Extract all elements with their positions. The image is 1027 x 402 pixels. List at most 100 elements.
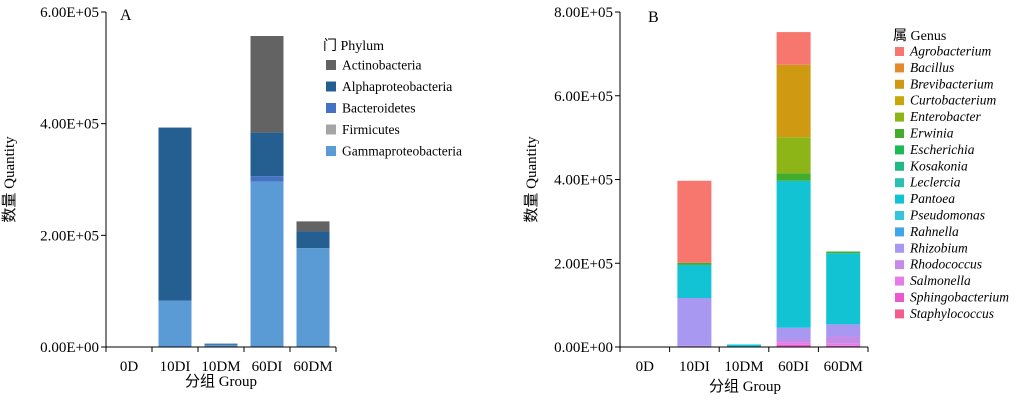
bar-segment bbox=[677, 345, 712, 347]
legend-label: Rhizobium bbox=[909, 240, 968, 255]
legend-swatch bbox=[895, 260, 904, 270]
y-tick-label: 4.00E+05 bbox=[554, 173, 613, 189]
legend-label: Actinobacteria bbox=[342, 58, 421, 73]
x-tick-label: 60DI bbox=[252, 359, 283, 375]
legend-swatch bbox=[895, 161, 904, 171]
panel-label: B bbox=[648, 9, 659, 26]
y-tick-label: 4.00E+05 bbox=[40, 117, 99, 133]
y-tick-label: 0.00E+00 bbox=[554, 340, 613, 356]
legend-label: Rahnella bbox=[909, 224, 959, 239]
legend-label: Erwinia bbox=[909, 126, 954, 141]
legend-label: Escherichia bbox=[909, 142, 975, 157]
bar-segment bbox=[776, 344, 811, 347]
bar-segment bbox=[250, 132, 284, 177]
x-tick-label: 10DM bbox=[201, 359, 240, 375]
legend-label: Agrobacterium bbox=[909, 44, 991, 59]
y-tick-label: 6.00E+05 bbox=[40, 5, 99, 21]
x-tick-label: 60DI bbox=[778, 359, 809, 375]
bar-segment bbox=[204, 344, 238, 347]
x-axis-title: 分组 Group bbox=[709, 378, 781, 395]
legend-swatch bbox=[895, 227, 904, 237]
legend-label: Bacteroidetes bbox=[342, 101, 415, 116]
bar-segment bbox=[776, 327, 811, 340]
bar-segment bbox=[296, 221, 330, 232]
x-tick-label: 60DM bbox=[293, 359, 332, 375]
panel-label: A bbox=[120, 7, 132, 24]
legend-swatch bbox=[326, 146, 336, 156]
bar-segment bbox=[296, 248, 330, 347]
bar-segment bbox=[677, 262, 712, 265]
x-tick-label: 10DI bbox=[160, 359, 191, 375]
bar-segment bbox=[727, 344, 761, 347]
y-tick-label: 2.00E+05 bbox=[40, 228, 99, 244]
legend-swatch bbox=[895, 112, 904, 122]
legend-swatch bbox=[895, 194, 904, 204]
legend-swatch bbox=[895, 309, 904, 319]
bar-segment bbox=[158, 127, 192, 301]
legend-swatch bbox=[895, 63, 904, 73]
bar-segment bbox=[250, 181, 284, 347]
legend-swatch bbox=[895, 211, 904, 220]
legend-label: Gammaproteobacteria bbox=[342, 144, 462, 159]
legend-label: Brevibacterium bbox=[910, 76, 994, 91]
bar-segment bbox=[776, 173, 811, 181]
x-tick-label: 60DM bbox=[824, 359, 863, 375]
legend-swatch bbox=[895, 96, 904, 106]
legend-swatch bbox=[895, 276, 904, 286]
legend-swatch bbox=[326, 60, 336, 70]
chart-panel-a: A 0.00E+00 2.00E+05 4.00E+05 6.00E+05 0D 10DI 1… bbox=[1, 5, 462, 390]
bar-segment bbox=[204, 343, 238, 345]
bar-segment bbox=[296, 231, 330, 249]
legend-label: Rhodococcus bbox=[909, 257, 982, 272]
bar-segment bbox=[677, 298, 712, 346]
legend-label: Staphylococcus bbox=[910, 306, 994, 321]
x-axis-title: 分组 Group bbox=[185, 373, 257, 390]
y-tick-label: 6.00E+05 bbox=[554, 89, 613, 105]
legend-swatch bbox=[895, 47, 904, 56]
x-tick-label: 0D bbox=[636, 359, 655, 375]
y-axis-title: 数量 Quantity bbox=[523, 136, 540, 223]
x-tick-label: 0D bbox=[120, 359, 139, 375]
bar-segment bbox=[158, 300, 192, 347]
legend-label: Pseudomonas bbox=[909, 208, 985, 223]
legend-label: Sphingobacterium bbox=[910, 290, 1009, 305]
bar-segment bbox=[826, 336, 861, 344]
chart-panel-b: B 0.00E+00 2.00E+05 4.00E+05 6.00E+05 8.00E+0… bbox=[523, 5, 1009, 395]
bar-segment bbox=[677, 264, 712, 299]
legend-label: Leclercia bbox=[909, 175, 961, 190]
legend-label: Firmicutes bbox=[342, 122, 400, 137]
bar-segment bbox=[826, 251, 861, 254]
legend-label: Pantoea bbox=[909, 191, 955, 206]
bar-segment bbox=[826, 345, 861, 347]
legend-swatch bbox=[895, 243, 904, 253]
bar-segment bbox=[776, 180, 811, 328]
legend-label: Curtobacterium bbox=[910, 93, 996, 108]
legend-swatch bbox=[326, 103, 336, 113]
x-tick-label: 10DM bbox=[724, 359, 763, 375]
legend-swatch bbox=[895, 79, 904, 89]
bar-segment bbox=[776, 342, 811, 345]
bar-segment bbox=[826, 253, 861, 325]
y-tick-label: 2.00E+05 bbox=[554, 256, 613, 272]
legend-label: Bacillus bbox=[910, 60, 954, 75]
bar-segment bbox=[776, 64, 811, 138]
bar-segment bbox=[250, 176, 284, 182]
y-axis-title: 数量 Quantity bbox=[1, 136, 18, 223]
bar-segment bbox=[826, 343, 861, 346]
legend-label: Salmonella bbox=[910, 273, 971, 288]
legend-swatch bbox=[895, 129, 904, 138]
legend-label: Enterobacter bbox=[909, 109, 981, 124]
x-tick-label: 10DI bbox=[679, 359, 710, 375]
bar-segment bbox=[250, 36, 284, 133]
legend-swatch bbox=[326, 81, 336, 92]
y-tick-label: 8.00E+05 bbox=[554, 5, 613, 21]
bar-segment bbox=[776, 32, 811, 65]
legend-swatch bbox=[895, 293, 904, 302]
legend-swatch bbox=[895, 178, 904, 188]
bar-segment bbox=[776, 137, 811, 174]
bar-segment bbox=[776, 339, 811, 343]
bar-segment bbox=[826, 324, 861, 337]
legend-title: 门 Phylum bbox=[323, 38, 384, 54]
legend-label: Kosakonia bbox=[909, 158, 968, 173]
